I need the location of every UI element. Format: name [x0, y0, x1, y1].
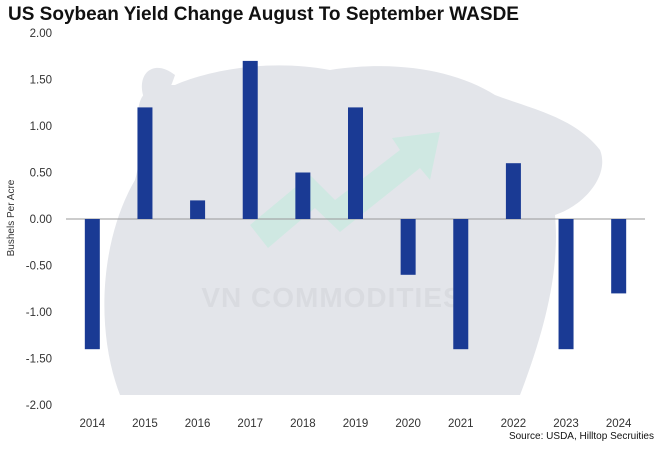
x-tick-label: 2020	[395, 418, 421, 430]
x-tick-label: 2022	[501, 418, 527, 430]
bar-2020	[400, 219, 416, 275]
source-note: Source: USDA, Hilltop Secruities	[508, 431, 654, 442]
y-tick-label: 0.00	[30, 214, 52, 226]
bar-2018	[295, 172, 311, 219]
bar-2021	[453, 219, 469, 350]
x-tick-label: 2016	[185, 418, 211, 430]
x-tick-label: 2024	[606, 418, 632, 430]
y-tick-label: 1.50	[30, 75, 52, 87]
watermark-bull-shape	[104, 65, 603, 395]
bar-2014	[84, 219, 100, 350]
bar-2022	[505, 163, 521, 219]
bar-2023	[558, 219, 574, 350]
y-tick-label: 0.50	[30, 168, 52, 180]
x-tick-label: 2015	[132, 418, 158, 430]
x-tick-label: 2018	[290, 418, 316, 430]
bar-2016	[190, 200, 206, 219]
y-tick-label: 1.00	[30, 121, 52, 133]
chart-title: US Soybean Yield Change August To Septem…	[8, 4, 519, 25]
watermark-horn	[141, 67, 175, 110]
bar-2017	[242, 60, 258, 220]
x-tick-label: 2023	[553, 418, 579, 430]
x-tick-label: 2021	[448, 418, 474, 430]
y-axis-label: Bushels Per Acre	[6, 179, 17, 256]
watermark-text: VN COMMODITIES	[201, 282, 462, 313]
bar-2015	[137, 107, 153, 219]
y-tick-label: -1.00	[26, 307, 52, 319]
x-tick-label: 2017	[237, 418, 263, 430]
y-tick-label: -1.50	[26, 354, 52, 366]
y-tick-label: -2.00	[26, 400, 52, 412]
y-tick-label: -0.50	[26, 261, 52, 273]
x-tick-label: 2014	[80, 418, 106, 430]
y-tick-label: 2.00	[30, 28, 52, 40]
bar-2024	[611, 219, 627, 294]
x-tick-label: 2019	[343, 418, 369, 430]
bar-2019	[348, 107, 363, 219]
